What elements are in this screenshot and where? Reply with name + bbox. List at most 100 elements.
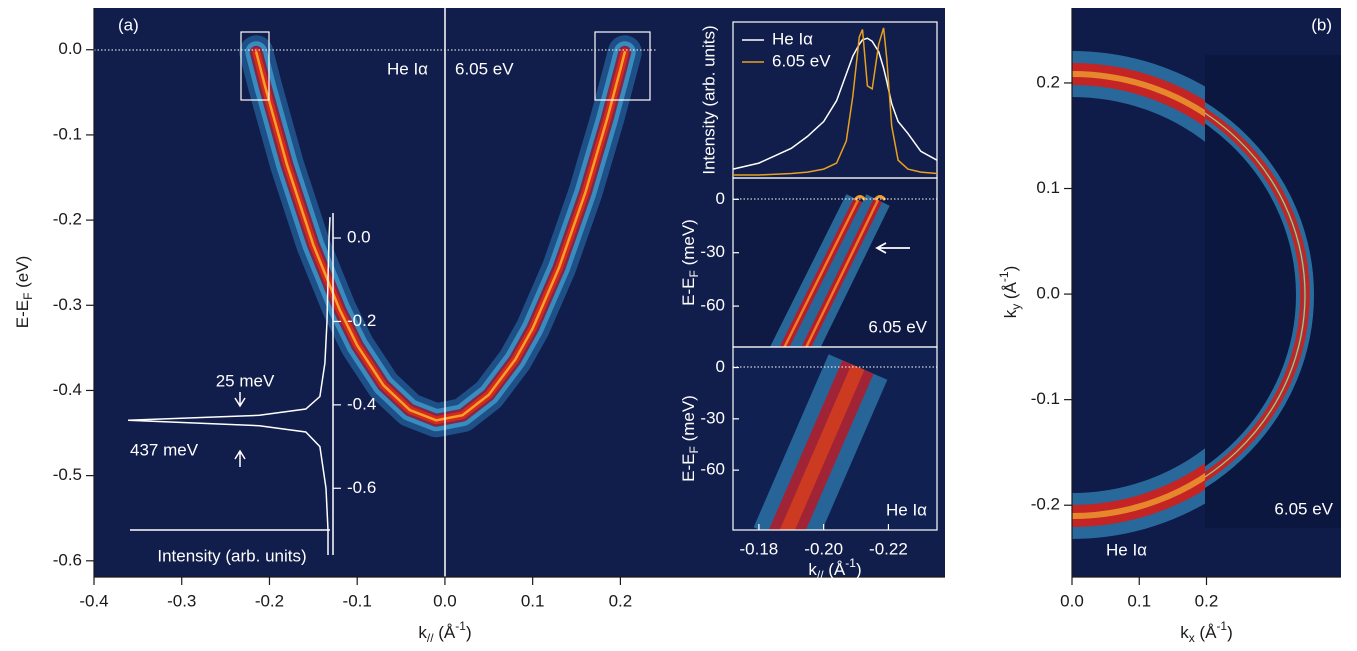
label-part: ) [1001,266,1020,272]
fermi-surface-605 [1205,102,1314,488]
y-tick-label: -0.4 [347,394,376,413]
x-tick-label: -0.2 [255,591,284,610]
curve [732,37,938,170]
curve [127,217,331,555]
label-part: (Å [1001,281,1020,303]
annotation: 437 meV [130,440,199,459]
y-tick-label: -0.1 [1031,389,1060,408]
y-tick-label: -30 [700,408,725,427]
label-part: -1 [997,271,1011,282]
label-part: -1 [455,619,466,633]
label-part: ) [466,623,472,642]
label-part: (meV) [679,219,698,270]
y-tick-label: -0.6 [347,478,376,497]
x-tick-label: 0.1 [521,591,545,610]
label-part: E-E [679,454,698,482]
x-tick-label: -0.4 [79,591,108,610]
y-tick-label: 0.1 [1036,178,1060,197]
y-tick-label: -30 [700,242,725,261]
label-part: k [1001,309,1020,318]
label-part: (Å [824,560,846,579]
y-tick-label: 0.0 [1036,284,1060,303]
x-tick-label: -0.22 [869,539,908,558]
y-tick-label: -0.1 [53,124,82,143]
x-tick-label: 0.2 [1195,591,1219,610]
y-tick-label: 0 [716,189,725,208]
y-tick-label: -0.2 [1031,495,1060,514]
panel-text: 6.05 eV [455,59,514,78]
label-part: F [687,446,701,453]
x-tick-label: -0.20 [804,539,843,558]
label-part: (Å [1195,623,1217,642]
x-axis-label: k// (Å-1) [418,619,471,645]
y-tick-label: 0.0 [58,39,82,58]
panel-text: He Iα [387,59,428,78]
x-axis-label: Intensity (arb. units) [157,546,306,565]
label-part: -1 [1216,619,1227,633]
y-axis-label: E-EF (eV) [13,256,35,329]
label-part: F [21,293,35,300]
panel-text: 6.05 eV [1274,499,1333,518]
inset-frame [732,346,938,531]
band-core [255,51,627,422]
label-part: // [427,631,434,645]
y-tick-label: -0.3 [53,295,82,314]
y-axis-label: E-EF (meV) [679,395,701,482]
band-layer [239,35,642,438]
x-tick-label: -0.18 [740,539,779,558]
inset-bands [769,194,890,347]
x-tick-label: -0.3 [167,591,196,610]
label-part: x [1189,631,1195,645]
arrow [875,242,910,254]
label-part: k [808,560,817,579]
label-part: -1 [845,556,856,570]
panel-label: (b) [1311,15,1332,34]
arrow [234,392,246,408]
arrow [234,449,246,467]
label-part: (Å [434,623,456,642]
label-part: k [418,623,427,642]
curve [733,27,938,176]
highlight-box [594,31,651,101]
label-part: (eV) [13,256,32,293]
y-axis-label: Intensity (arb. units) [699,25,718,174]
panel-text: He Iα [1106,540,1147,559]
panel-text: 6.05 eV [868,317,927,336]
y-tick-label: -0.6 [53,550,82,569]
label-part: (meV) [679,395,698,446]
legend-label: He Iα [772,29,813,48]
y-tick-label: -60 [700,460,725,479]
x-axis-label: k// (Å-1) [808,556,861,582]
label-part: E-E [13,300,32,328]
y-axis-label: E-EF (meV) [679,219,701,306]
x-tick-label: 0.0 [433,591,457,610]
y-tick-label: 0 [716,357,725,376]
x-tick-label: 0.2 [609,591,633,610]
legend-label: 6.05 eV [772,51,831,70]
highlight-box [240,31,270,101]
x-tick-label: 0.0 [1060,591,1084,610]
label-part: ) [1227,623,1233,642]
label-part: F [687,270,701,277]
label-part: ) [856,560,862,579]
y-tick-label: 0.2 [1036,72,1060,91]
label-part: k [1180,623,1189,642]
y-tick-label: -0.2 [347,311,376,330]
y-tick-label: 0.0 [347,228,371,247]
y-tick-label: -0.2 [53,210,82,229]
x-tick-label: -0.1 [343,591,372,610]
y-tick-label: -60 [700,296,725,315]
panel-label: (a) [118,15,139,34]
y-axis-label: ky (Å-1) [997,266,1023,319]
panel-text: He Iα [886,500,927,519]
x-axis-label: kx (Å-1) [1180,619,1233,645]
inset-bands [753,354,888,530]
label-part: y [1009,304,1023,310]
y-tick-label: -0.4 [53,380,82,399]
label-part: // [817,568,824,582]
x-tick-label: 0.1 [1127,591,1151,610]
label-part: E-E [679,278,698,306]
annotation: 25 meV [216,371,275,390]
y-tick-label: -0.5 [53,465,82,484]
